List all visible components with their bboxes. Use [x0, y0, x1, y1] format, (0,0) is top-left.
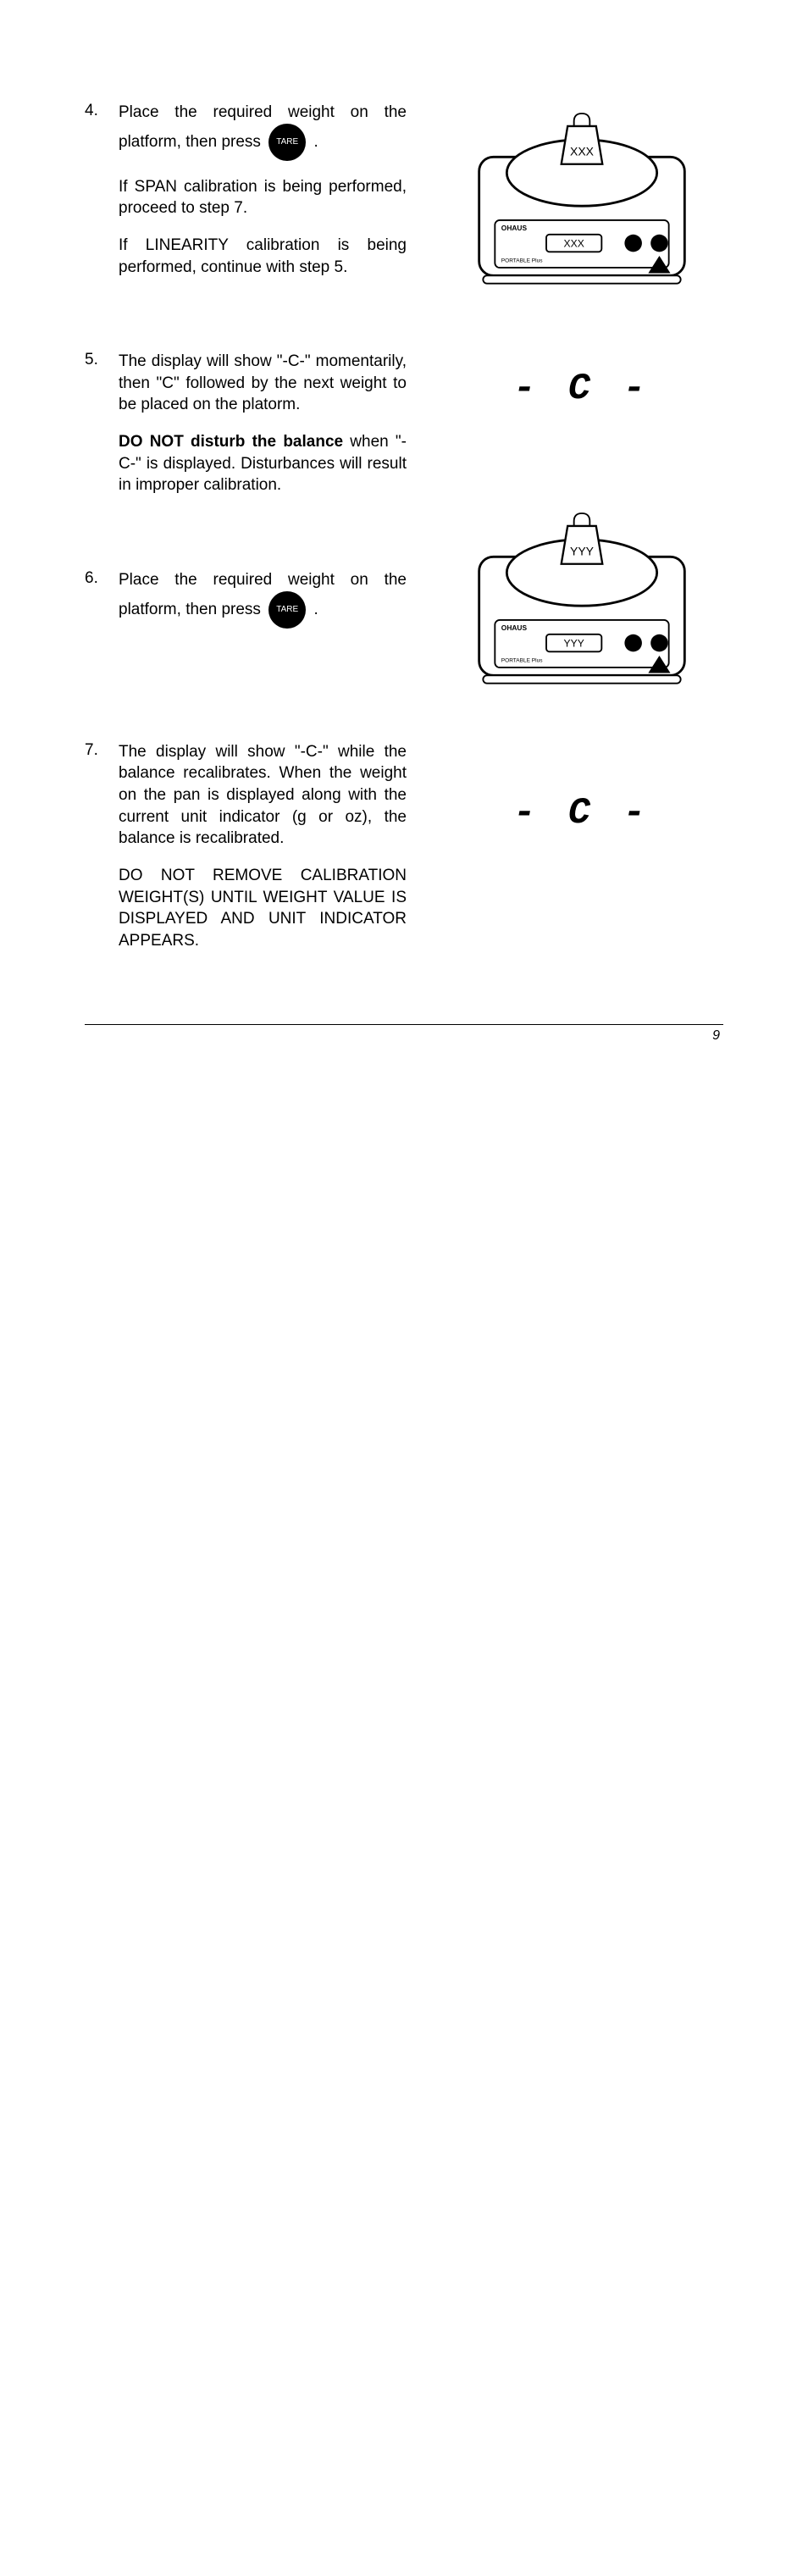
svg-text:OHAUS: OHAUS [501, 224, 528, 232]
svg-text:PORTABLE Plus: PORTABLE Plus [501, 658, 543, 664]
svg-text:YYY: YYY [564, 638, 584, 650]
bold-text: DO NOT disturb the balance [119, 433, 343, 451]
step-number: 6. [85, 569, 105, 644]
page-number: 9 [85, 1028, 723, 1044]
step-5-para-2: DO NOT disturb the balance when "-C-" is… [119, 431, 407, 496]
tare-button-icon: TARE [268, 591, 306, 629]
text: . [309, 133, 318, 151]
step-7-para-1: The display will show "-C-" while the ba… [119, 741, 407, 850]
text: Place the required weight on the platfor… [119, 571, 407, 618]
text: . [309, 601, 318, 618]
step-5-para-1: The display will show "-C-" momentarily,… [119, 351, 407, 416]
text: Place the required weight on the platfor… [119, 103, 407, 151]
step-4-para-2: If SPAN calibration is being performed, … [119, 176, 407, 219]
svg-text:OHAUS: OHAUS [501, 623, 528, 632]
step-7-para-2: DO NOT REMOVE CALIBRATION WEIGHT(S) UNTI… [119, 865, 407, 952]
step-number: 5. [85, 351, 105, 512]
scale-diagram-1: XXX OHAUS XXX PORTABLE Plus [463, 102, 700, 307]
step-6-para-1: Place the required weight on the platfor… [119, 569, 407, 629]
lcd-c-display: - C - [513, 792, 650, 834]
svg-text:PORTABLE Plus: PORTABLE Plus [501, 258, 543, 263]
document-page: 4. Place the required weight on the plat… [0, 0, 808, 1077]
step-number: 7. [85, 741, 105, 967]
scale-diagram-2: YYY OHAUS YYY PORTABLE Plus [463, 501, 700, 707]
step-7: 7. The display will show "-C-" while the… [85, 741, 407, 967]
step-4-para-1: Place the required weight on the platfor… [119, 102, 407, 161]
svg-text:YYY: YYY [570, 545, 595, 558]
step-4-para-3: If LINEARITY calibration is being perfor… [119, 235, 407, 278]
tare-button-icon: TARE [268, 124, 306, 161]
step-number: 4. [85, 102, 105, 293]
step-5: 5. The display will show "-C-" momentari… [85, 351, 407, 512]
svg-text:XXX: XXX [570, 144, 595, 158]
page-divider [85, 1024, 723, 1025]
step-4: 4. Place the required weight on the plat… [85, 102, 407, 293]
svg-text:XXX: XXX [564, 238, 584, 250]
lcd-c-display: - C - [513, 368, 650, 410]
step-6: 6. Place the required weight on the plat… [85, 569, 407, 644]
